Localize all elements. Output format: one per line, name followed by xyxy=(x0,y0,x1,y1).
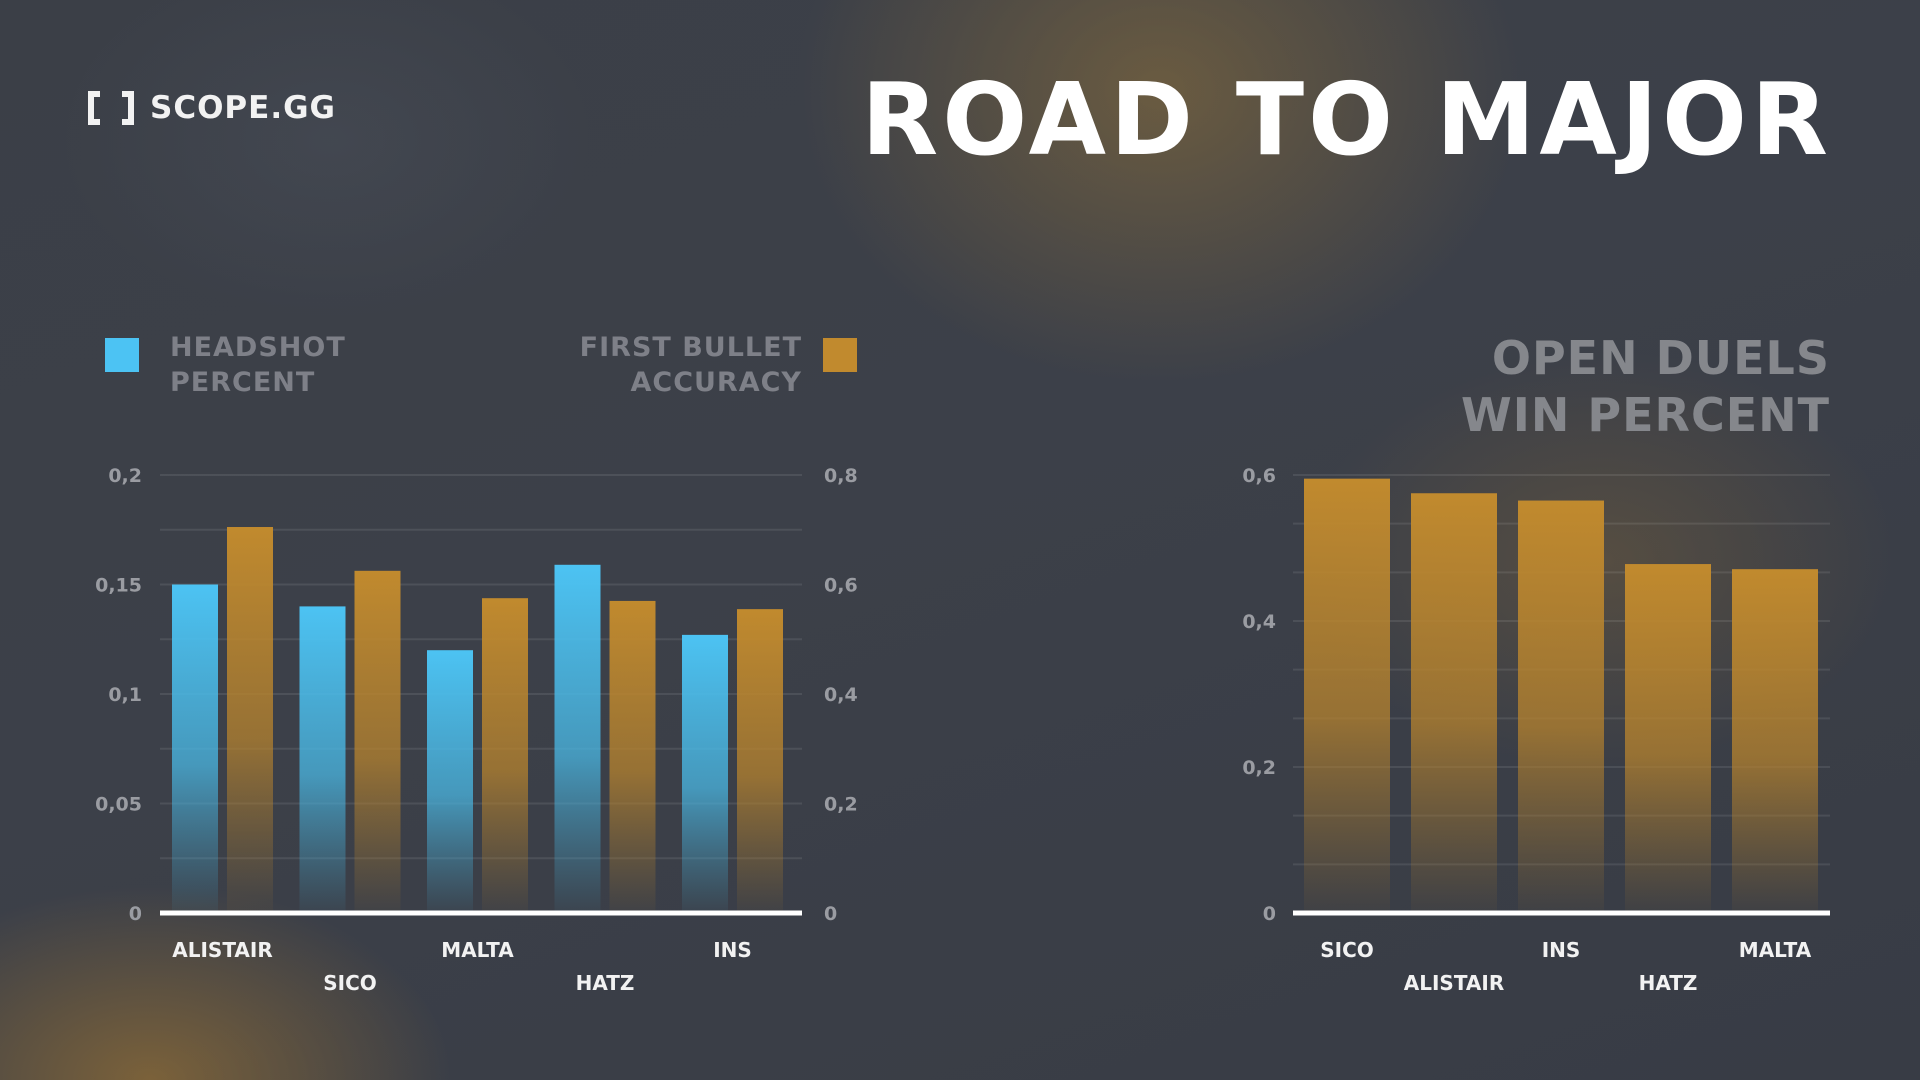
chart2-title-line2: WIN PERCENT xyxy=(1461,388,1830,442)
chart2-left-tick-label: 0 xyxy=(1263,903,1276,925)
chart2-category-label: INS xyxy=(1542,938,1581,962)
chart1-bar-headshot xyxy=(427,650,473,913)
chart1-bar-headshot xyxy=(554,564,601,913)
chart2-bar-open-duels xyxy=(1411,493,1497,913)
chart1-category-label: INS xyxy=(713,938,752,962)
chart2-left-tick-label: 0,4 xyxy=(1242,611,1276,633)
chart2-title-line1: OPEN DUELS xyxy=(1491,331,1830,385)
chart2-bar-open-duels xyxy=(1518,500,1604,913)
legend-label-headshot: HEADSHOT PERCENT xyxy=(170,330,346,400)
chart1-category-label: ALISTAIR xyxy=(172,938,272,962)
chart1-category-label: MALTA xyxy=(441,938,514,962)
chart2-category-label: ALISTAIR xyxy=(1404,971,1504,995)
chart2-category-label: SICO xyxy=(1320,938,1374,962)
chart2-category-label: HATZ xyxy=(1639,971,1698,995)
legend-label-first-bullet-line2: ACCURACY xyxy=(630,367,802,398)
chart1-category-label: SICO xyxy=(323,971,377,995)
chart1-left-tick-label: 0,2 xyxy=(108,465,142,487)
legend-swatch-first-bullet xyxy=(823,338,857,372)
chart1-right-tick-label: 0,4 xyxy=(824,684,858,706)
chart1-left-tick-label: 0,05 xyxy=(95,794,142,816)
chart1-left-tick-label: 0 xyxy=(129,903,142,925)
chart1-category-label: HATZ xyxy=(576,971,635,995)
chart1-bar-first-bullet xyxy=(227,527,273,913)
legend-label-headshot-line1: HEADSHOT xyxy=(170,332,346,363)
chart1-bar-first-bullet xyxy=(737,609,783,913)
chart1-bar-headshot xyxy=(172,584,218,913)
chart2-left-tick-label: 0,2 xyxy=(1242,757,1276,779)
chart2-category-label: MALTA xyxy=(1739,938,1812,962)
chart1-right-tick-label: 0,2 xyxy=(824,794,858,816)
chart1-bar-headshot xyxy=(682,634,728,913)
legend-swatch-headshot xyxy=(105,338,139,372)
legend-label-first-bullet: FIRST BULLET ACCURACY xyxy=(580,330,802,400)
chart1-bar-first-bullet xyxy=(609,600,656,913)
bracket-logo-icon xyxy=(88,91,134,125)
chart2-bar-open-duels xyxy=(1732,569,1818,913)
chart2-left-tick-label: 0,6 xyxy=(1242,465,1276,487)
chart1-left-tick-label: 0,1 xyxy=(108,684,142,706)
chart2-title: OPEN DUELS WIN PERCENT xyxy=(1461,330,1830,444)
chart1-left-tick-label: 0,15 xyxy=(95,575,142,597)
chart1-bar-headshot xyxy=(299,606,346,913)
chart1-right-tick-label: 0,8 xyxy=(824,465,858,487)
chart1-bar-first-bullet xyxy=(482,598,528,913)
legend-label-first-bullet-line1: FIRST BULLET xyxy=(579,332,802,363)
chart1-bar-first-bullet xyxy=(354,570,401,913)
chart2-bar-open-duels xyxy=(1304,478,1390,913)
chart1-right-tick-label: 0 xyxy=(824,903,837,925)
page-title: ROAD TO MAJOR xyxy=(861,61,1832,178)
chart1-right-tick-label: 0,6 xyxy=(824,575,858,597)
brand-logo: SCOPE.GG xyxy=(88,88,336,128)
brand-name: SCOPE.GG xyxy=(150,90,336,126)
legend-label-headshot-line2: PERCENT xyxy=(170,367,316,398)
chart2-bar-open-duels xyxy=(1625,564,1711,913)
